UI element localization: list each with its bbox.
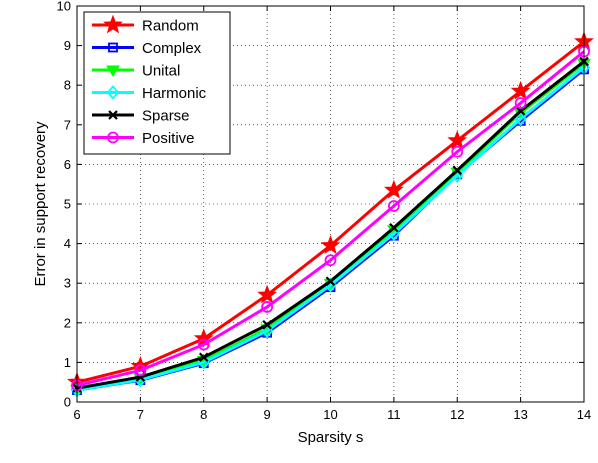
legend-marker-random — [103, 14, 123, 34]
x-tick-label: 8 — [200, 407, 207, 422]
data-point-sparse — [325, 276, 336, 286]
data-point-positive — [387, 200, 400, 212]
legend-item-sparse: Sparse — [92, 108, 190, 125]
marker-stroke — [262, 320, 272, 330]
y-tick-label: 7 — [64, 117, 71, 132]
x-tick-label: 11 — [387, 407, 401, 422]
legend-label-harmonic: Harmonic — [142, 85, 207, 102]
data-point-random — [320, 235, 341, 255]
legend-marker-positive — [107, 131, 119, 144]
legend: Random Complex Unital Harmonic Sparse Positiv… — [83, 11, 231, 155]
data-point-positive — [134, 364, 147, 377]
x-axis-title: Sparsity s — [298, 429, 364, 446]
series-line-positive — [76, 50, 585, 387]
marker-stroke — [325, 276, 336, 286]
data-point-sparse — [198, 352, 209, 363]
data-point-random — [257, 284, 278, 304]
x-tick-label: 7 — [137, 407, 144, 422]
data-point-random — [510, 80, 531, 100]
y-tick-label: 2 — [64, 315, 71, 330]
marker-stroke — [452, 165, 463, 176]
legend-item-unital: Unital — [92, 63, 180, 80]
legend-label-unital: Unital — [142, 63, 180, 80]
series-random — [67, 31, 594, 391]
x-tick-label: 6 — [73, 407, 80, 422]
y-tick-label: 4 — [64, 236, 71, 251]
x-tick-label: 14 — [577, 407, 591, 422]
x-tick-label: 9 — [264, 407, 271, 422]
data-point-sparse — [262, 320, 272, 330]
data-point-random — [193, 328, 214, 348]
legend-item-positive: Positive — [92, 130, 195, 147]
series-layer — [67, 31, 594, 398]
data-point-sparse — [452, 165, 463, 176]
legend-label-positive: Positive — [142, 130, 195, 147]
y-tick-label: 1 — [64, 355, 71, 370]
series-line-harmonic — [76, 66, 585, 392]
legend-item-random: Random — [92, 14, 199, 35]
x-tick-label: 13 — [513, 407, 527, 422]
legend-label-sparse: Sparse — [142, 108, 190, 125]
legend-box — [83, 11, 231, 155]
series-positive — [71, 45, 590, 392]
legend-marker-sparse — [108, 110, 118, 120]
data-point-random — [447, 130, 468, 150]
marker-stroke — [198, 352, 209, 363]
data-point-positive — [197, 338, 210, 351]
x-tick-label: 10 — [323, 407, 337, 422]
legend-marker-complex — [108, 42, 118, 53]
y-tick-label: 9 — [64, 38, 71, 53]
y-tick-label: 8 — [64, 78, 71, 93]
legend-item-harmonic: Harmonic — [92, 85, 207, 102]
data-point-sparse — [389, 222, 399, 233]
legend-label-complex: Complex — [142, 40, 202, 57]
data-point-positive — [324, 254, 337, 267]
y-axis-title: Error in support recovery — [32, 121, 49, 287]
y-tick-label: 5 — [64, 197, 71, 212]
data-point-random — [383, 179, 404, 199]
y-tick-label: 0 — [64, 395, 71, 410]
data-point-positive — [261, 301, 274, 313]
data-point-positive — [451, 145, 464, 158]
data-point-positive — [514, 97, 527, 109]
legend-item-complex: Complex — [92, 40, 202, 57]
marker-stroke — [108, 110, 118, 120]
legend-marker-unital — [106, 65, 120, 77]
y-tick-label: 6 — [64, 157, 71, 172]
x-tick-label: 12 — [450, 407, 464, 422]
legend-label-random: Random — [142, 18, 199, 35]
legend-marker-harmonic — [106, 85, 120, 100]
marker-stroke — [389, 222, 399, 233]
y-tick-label: 10 — [57, 0, 71, 14]
y-tick-label: 3 — [64, 276, 71, 291]
data-point-harmonic — [514, 111, 527, 127]
